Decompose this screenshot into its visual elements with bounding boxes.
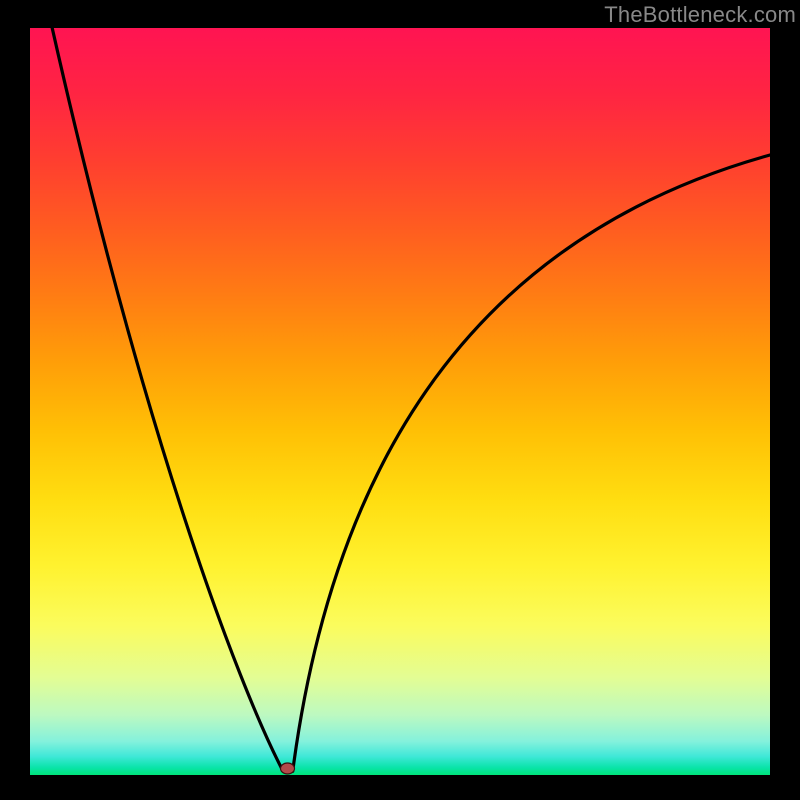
plot-area <box>30 28 770 775</box>
watermark-text: TheBottleneck.com <box>604 0 800 28</box>
bottleneck-curve <box>52 28 770 771</box>
dip-marker <box>281 763 295 774</box>
chart-curve-layer <box>30 28 770 775</box>
